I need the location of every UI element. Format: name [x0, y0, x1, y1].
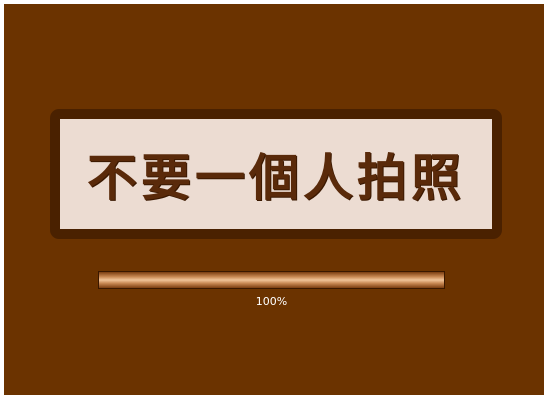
loading-progress-fill [99, 272, 444, 288]
title-card: 不要一個人拍照 [60, 119, 492, 229]
loading-progress-bar [98, 271, 445, 289]
loading-progress-label: 100% [255, 295, 288, 308]
game-title: 不要一個人拍照 [87, 149, 465, 207]
title-frame: 不要一個人拍照 [50, 109, 502, 239]
loading-screen: 不要一個人拍照 100% [4, 4, 544, 395]
